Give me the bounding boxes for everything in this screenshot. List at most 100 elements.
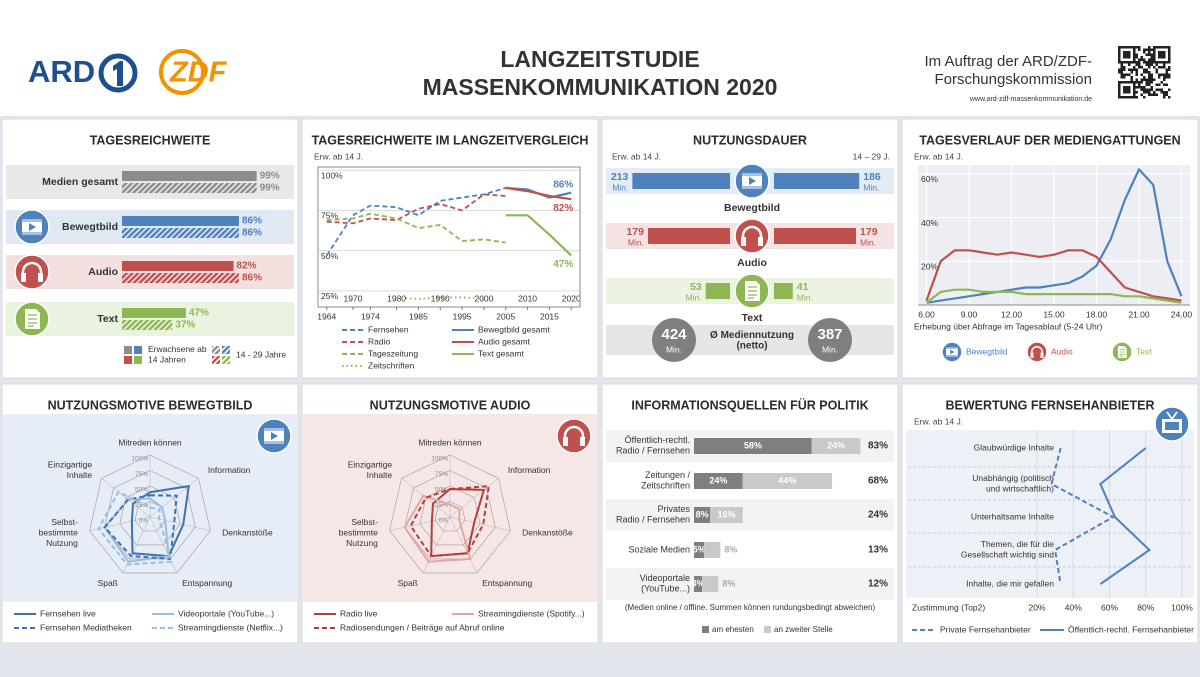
legend-label: Streamingdienste (Spotify...) <box>478 608 585 618</box>
legend-label: Zeitschriften <box>368 360 415 370</box>
axis-label: Einzigartige Inhalte <box>348 460 393 481</box>
icon-glyph <box>1166 411 1178 421</box>
total-label: 68% <box>868 476 888 487</box>
row-band <box>6 255 294 289</box>
value-label: 186 <box>863 171 881 183</box>
qr-cell <box>1150 73 1153 76</box>
value-label: 4% <box>692 578 705 588</box>
bar-segment <box>742 473 833 489</box>
qr-cell <box>1158 73 1161 76</box>
category-label: Audio <box>737 257 767 269</box>
legend-swatch <box>134 346 142 354</box>
icon-glyph <box>950 349 955 355</box>
qr-cell <box>1148 66 1151 69</box>
qr-cell <box>1148 63 1151 66</box>
qr-cell <box>1168 88 1171 91</box>
qr-cell <box>1150 78 1153 81</box>
qr-finder <box>1118 81 1136 99</box>
spoke <box>149 516 178 573</box>
radar-series <box>130 484 190 558</box>
icon-glyph <box>271 432 278 440</box>
qr-cell <box>1148 51 1151 54</box>
bar <box>122 171 257 181</box>
qr-cell <box>1138 83 1141 86</box>
qr-cell <box>1145 81 1148 84</box>
qr-cell <box>1148 78 1151 81</box>
qr-code <box>1118 46 1171 99</box>
y-tick-label: 100% <box>321 170 343 180</box>
qr-cell <box>1165 91 1168 94</box>
x-tick-label: 2020 <box>562 293 581 303</box>
panel: INFORMATIONSQUELLEN FÜR POLITIK Öffentlic… <box>601 383 899 644</box>
x-tick-label: 1985 <box>409 311 428 321</box>
qr-cell <box>1155 83 1158 86</box>
x-axis-label: Zustimmung (Top2) <box>912 602 985 612</box>
panel-title: NUTZUNGSMOTIVE AUDIO <box>370 398 531 412</box>
bar <box>122 320 173 330</box>
panel-title: BEWERTUNG FERNSEHANBIETER <box>945 398 1154 412</box>
qr-cell <box>1158 88 1161 91</box>
panel-title: TAGESREICHWEITE <box>90 133 211 147</box>
qr-finder <box>1118 46 1136 64</box>
category-label: Audio <box>88 266 118 278</box>
series-header: 14 – 29 J. <box>853 151 890 161</box>
qr-cell <box>1120 76 1123 79</box>
qr-cell <box>1148 58 1151 61</box>
qr-cell <box>1138 48 1141 51</box>
qr-cell <box>1160 91 1163 94</box>
qr-finder <box>1123 51 1131 59</box>
qr-cell <box>1145 53 1148 56</box>
value-label: 58% <box>744 440 762 450</box>
panel: TAGESREICHWEITE IM LANGZEITVERGLEICH Erw.… <box>301 118 599 379</box>
x-tick-label: 2000 <box>474 293 493 303</box>
qr-cell <box>1145 63 1148 66</box>
qr-cell <box>1160 81 1163 84</box>
qr-cell <box>1123 73 1126 76</box>
x-tick-label: 9.00 <box>961 309 978 319</box>
qr-cell <box>1128 63 1131 66</box>
qr-cell <box>1160 73 1163 76</box>
row-band <box>6 165 294 199</box>
qr-cell <box>1150 53 1153 56</box>
qr-cell <box>1148 71 1151 74</box>
x-tick-label: 2010 <box>518 293 537 303</box>
qr-cell <box>1143 61 1146 64</box>
grid-ring <box>419 485 481 546</box>
qr-cell <box>1135 46 1138 49</box>
bar-segment <box>694 576 703 592</box>
qr-cell <box>1148 48 1151 51</box>
value-label: 86% <box>553 179 573 190</box>
qr-cell <box>1123 76 1126 79</box>
panel-subtitle: Erw. ab 14 J. <box>914 416 963 426</box>
grid-ring <box>404 470 496 560</box>
qr-cell <box>1130 76 1133 79</box>
qr-cell <box>1143 51 1146 54</box>
spoke <box>401 478 451 518</box>
value-label: 99% <box>260 171 280 182</box>
value-label: 86% <box>242 273 262 284</box>
qr-cell <box>1130 68 1133 71</box>
y-tick-label: 50% <box>321 251 338 261</box>
qr-cell <box>1163 83 1166 86</box>
grid-ring <box>389 454 511 574</box>
category-label: Unabhängig (politisch und wirtschaftlich) <box>972 473 1054 494</box>
qr-cell <box>1168 68 1171 71</box>
qr-cell <box>1140 58 1143 61</box>
legend-label: Text <box>1136 346 1152 356</box>
icon-glyph <box>1030 346 1044 355</box>
legend-swatch <box>212 356 220 364</box>
qr-cell <box>1145 61 1148 64</box>
axis-label: Einzigartige Inhalte <box>48 460 93 481</box>
x-tick-label: 18.00 <box>1086 309 1108 319</box>
value-unit: Min. <box>863 182 879 192</box>
icon-circle <box>14 254 50 290</box>
x-tick-label: 80% <box>1137 602 1154 612</box>
r-tick-label: 100% <box>131 456 148 463</box>
main-title: LANGZEITSTUDIE <box>500 46 699 72</box>
icon-glyph <box>21 261 43 276</box>
qr-cell <box>1140 93 1143 96</box>
icon-circle <box>734 218 770 254</box>
bar <box>774 283 793 299</box>
line-series <box>925 249 1182 302</box>
r-tick-label: 100% <box>431 456 448 463</box>
